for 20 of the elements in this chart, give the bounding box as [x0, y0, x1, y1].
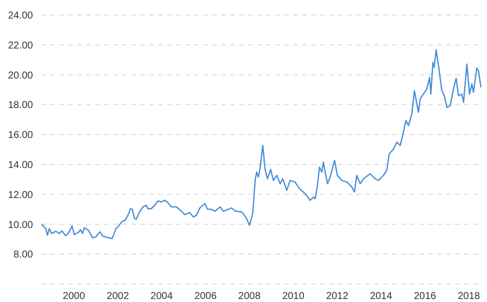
x-tick-label: 2006: [194, 291, 218, 302]
x-tick-label: 2016: [414, 291, 437, 302]
y-tick-label: 10.00: [8, 220, 34, 231]
y-tick-label: 22.00: [8, 40, 34, 52]
y-tick-label: 14.00: [8, 160, 34, 171]
x-tick-label: 2010: [282, 291, 305, 302]
y-tick-label: 16.00: [8, 130, 34, 142]
y-tick-label: 12.00: [8, 190, 34, 201]
y-tick-label: 20.00: [8, 70, 34, 82]
x-tick-label: 2004: [150, 291, 174, 302]
x-tick-label: 2014: [370, 291, 393, 302]
y-tick-label: 8.00: [14, 250, 34, 261]
x-tick-label: 2018: [458, 291, 480, 302]
x-tick-label: 2000: [62, 291, 86, 302]
x-tick-label: 2008: [238, 291, 261, 302]
y-tick-label: 18.00: [8, 100, 34, 112]
x-tick-label: 2012: [326, 291, 349, 302]
x-tick-label: 2002: [106, 291, 130, 302]
line-series: [41, 49, 482, 240]
y-tick-label: 24.00: [8, 10, 34, 22]
